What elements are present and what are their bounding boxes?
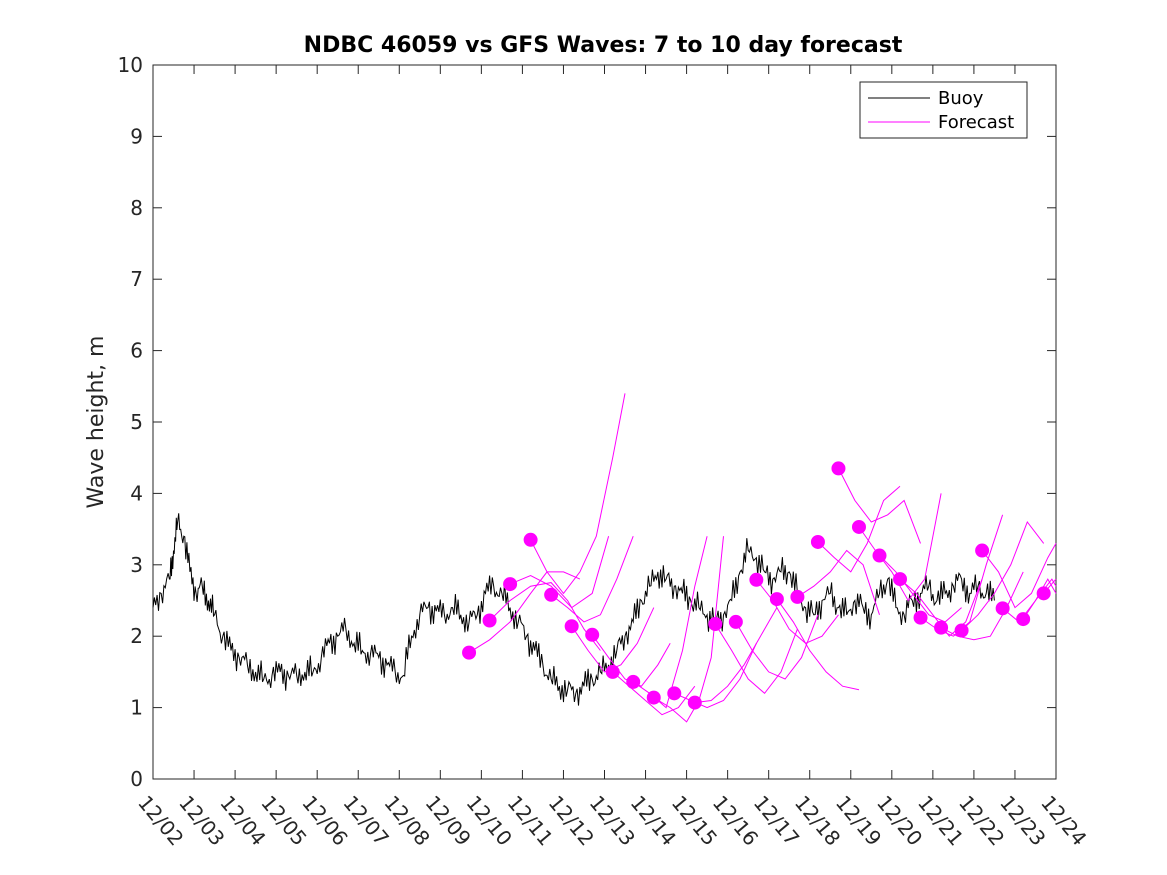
- forecast-point: [975, 543, 990, 558]
- y-tick-label: 5: [130, 410, 143, 434]
- x-tick-label: 12/08: [379, 791, 434, 851]
- x-tick-label: 12/17: [749, 791, 804, 851]
- x-tick-label: 12/06: [297, 791, 352, 851]
- x-tick-label: 12/02: [133, 791, 188, 851]
- forecast-point: [544, 587, 559, 602]
- x-tick-label: 12/03: [174, 791, 229, 851]
- forecast-point: [995, 601, 1010, 616]
- forecast-point: [708, 617, 723, 632]
- x-tick-label: 12/04: [215, 791, 270, 851]
- forecast-series-line: [653, 536, 724, 723]
- x-tick-label: 12/05: [256, 791, 311, 851]
- x-tick-label: 12/19: [831, 791, 886, 851]
- y-tick-label: 6: [130, 339, 143, 363]
- forecast-series-line: [756, 579, 839, 644]
- y-tick-label: 3: [130, 553, 143, 577]
- legend-forecast-label: Forecast: [938, 112, 1014, 133]
- forecast-series-line: [776, 598, 860, 691]
- forecast-series-line: [632, 536, 708, 709]
- forecast-series-line: [817, 485, 901, 573]
- x-tick-label: 12/13: [585, 791, 640, 851]
- forecast-point: [646, 690, 661, 705]
- x-tick-label: 12/22: [954, 791, 1009, 851]
- legend-buoy-label: Buoy: [938, 88, 984, 109]
- forecast-series-line: [550, 536, 634, 623]
- y-tick-label: 0: [130, 767, 143, 791]
- forecast-point: [851, 519, 866, 534]
- x-tick-label: 12/23: [995, 791, 1050, 851]
- forecast-point: [626, 674, 641, 689]
- legend-box: [859, 81, 1028, 139]
- forecast-point: [564, 619, 579, 634]
- forecast-point: [687, 695, 702, 710]
- x-tick-label: 12/21: [913, 791, 968, 851]
- forecast-point: [605, 664, 620, 679]
- y-tick-label: 8: [130, 196, 143, 220]
- forecast-point: [482, 613, 497, 628]
- forecast-point: [503, 577, 518, 592]
- forecast-series-line: [879, 555, 962, 623]
- y-tick-label: 9: [130, 124, 143, 148]
- y-tick-label: 10: [118, 53, 143, 77]
- forecast-point: [790, 589, 805, 604]
- forecast-point: [462, 645, 477, 660]
- forecast-point: [954, 623, 969, 638]
- forecast-point: [769, 592, 784, 607]
- forecast-series-line: [714, 623, 798, 695]
- x-tick-label: 12/18: [790, 791, 845, 851]
- forecast-point: [810, 534, 825, 549]
- x-tick-label: 12/20: [872, 791, 927, 851]
- forecast-series-line: [838, 468, 921, 544]
- x-tick-label: 12/14: [626, 791, 681, 851]
- x-tick-label: 12/16: [708, 791, 763, 851]
- forecast-series-line: [981, 543, 1057, 609]
- buoy-series-line: [152, 513, 995, 706]
- x-tick-label: 12/07: [338, 791, 393, 851]
- y-tick-label: 2: [130, 624, 143, 648]
- forecast-series-line: [530, 393, 626, 595]
- forecast-series-line: [735, 614, 819, 680]
- forecast-point: [523, 532, 538, 547]
- y-tick-label: 1: [130, 696, 143, 720]
- forecast-series-line: [858, 493, 942, 602]
- forecast-series-line: [489, 582, 601, 651]
- forecast-point: [934, 620, 949, 635]
- forecast-point: [893, 572, 908, 587]
- forecast-series-line: [940, 571, 1024, 641]
- forecast-series-line: [961, 520, 1045, 631]
- x-tick-label: 12/24: [1036, 791, 1091, 851]
- y-tick-label: 7: [130, 267, 143, 291]
- x-tick-label: 12/09: [420, 791, 475, 851]
- legend: Buoy Forecast: [859, 81, 1028, 139]
- forecast-point: [913, 610, 928, 625]
- y-axis-label: Wave height, m: [84, 336, 109, 509]
- forecast-point: [872, 548, 887, 563]
- plot-area: 01234567891012/0212/0312/0412/0512/0612/…: [118, 53, 1092, 850]
- axes-box: [152, 64, 1057, 780]
- forecast-point: [1016, 612, 1031, 627]
- forecast-point: [1036, 586, 1051, 601]
- chart-title: NDBC 46059 vs GFS Waves: 7 to 10 day for…: [304, 33, 903, 58]
- y-tick-label: 4: [130, 481, 143, 505]
- forecast-point: [831, 461, 846, 476]
- forecast-point: [585, 627, 600, 642]
- forecast-point: [728, 614, 743, 629]
- forecast-point: [667, 686, 682, 701]
- forecast-series-line: [468, 571, 581, 654]
- forecast-series-line: [674, 643, 757, 709]
- forecast-series-line: [509, 536, 610, 609]
- x-tick-label: 12/11: [503, 791, 558, 851]
- x-tick-label: 12/12: [544, 791, 599, 851]
- forecast-point: [749, 572, 764, 587]
- x-tick-label: 12/15: [667, 791, 722, 851]
- forecast-series-line: [612, 671, 696, 716]
- forecast-series-line: [694, 607, 778, 704]
- x-tick-label: 12/10: [462, 791, 517, 851]
